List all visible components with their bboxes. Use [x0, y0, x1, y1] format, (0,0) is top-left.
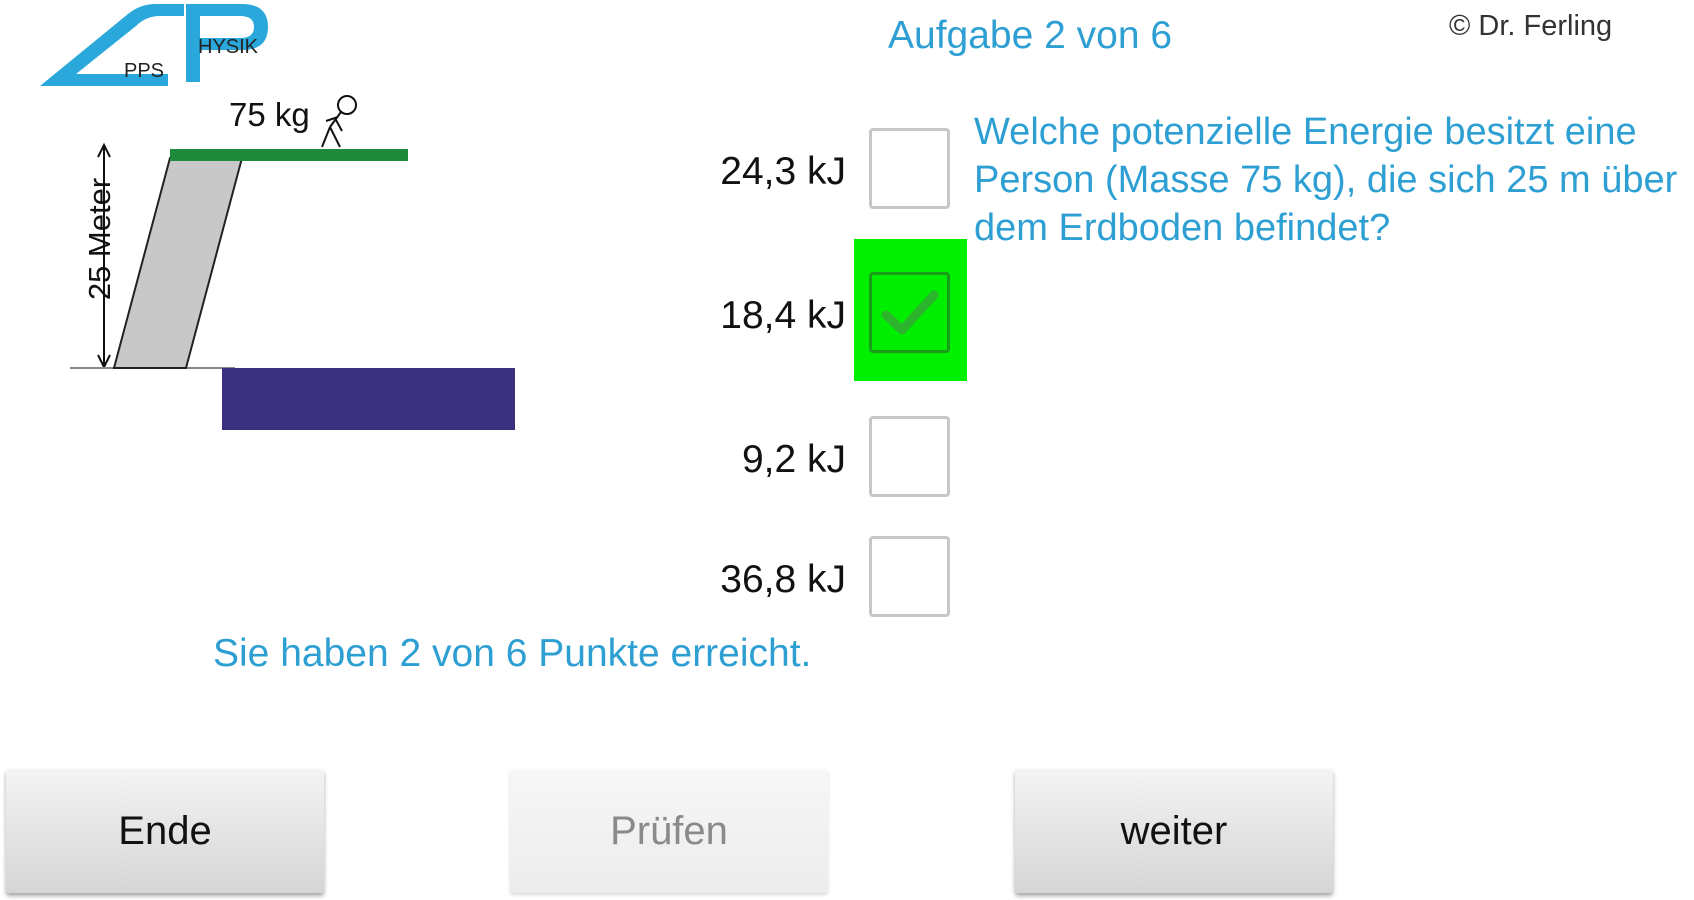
logo-graphic: [40, 4, 268, 86]
diving-tower-graphic: [70, 95, 515, 430]
answer-checkbox-1[interactable]: [869, 128, 950, 209]
height-label: 25 Meter: [82, 177, 118, 301]
tower-shape: [112, 157, 244, 369]
copyright-notice: © Dr. Ferling: [1449, 10, 1613, 42]
logo-text-pps: PPS: [124, 60, 165, 82]
score-text: Sie haben 2 von 6 Punkte erreicht.: [213, 632, 812, 675]
checkmark-icon: [881, 290, 939, 335]
water-pool: [222, 368, 515, 430]
app-logo: PPS HYSIK: [36, 0, 276, 92]
answer-label-1: 24,3 kJ: [720, 150, 846, 193]
end-button[interactable]: Ende: [6, 769, 324, 893]
check-button[interactable]: Prüfen: [510, 769, 828, 893]
answer-checkbox-4[interactable]: [869, 536, 950, 617]
answer-label-3: 9,2 kJ: [741, 438, 846, 481]
answer-checkbox-3[interactable]: [869, 416, 950, 497]
question-text: Welche potenzielle Energie besitzt eine …: [974, 111, 1678, 249]
logo-text-hysik: HYSIK: [198, 36, 259, 58]
answer-checkbox-2[interactable]: [869, 272, 950, 353]
task-counter: Aufgabe 2 von 6: [888, 14, 1173, 57]
answer-label-4: 36,8 kJ: [720, 558, 846, 601]
mass-label: 75 kg: [229, 96, 310, 133]
diving-illustration: [60, 85, 530, 435]
platform-board: [170, 149, 408, 161]
answer-label-2: 18,4 kJ: [720, 294, 846, 337]
person-figure: [321, 95, 357, 148]
next-button[interactable]: weiter: [1015, 769, 1333, 893]
